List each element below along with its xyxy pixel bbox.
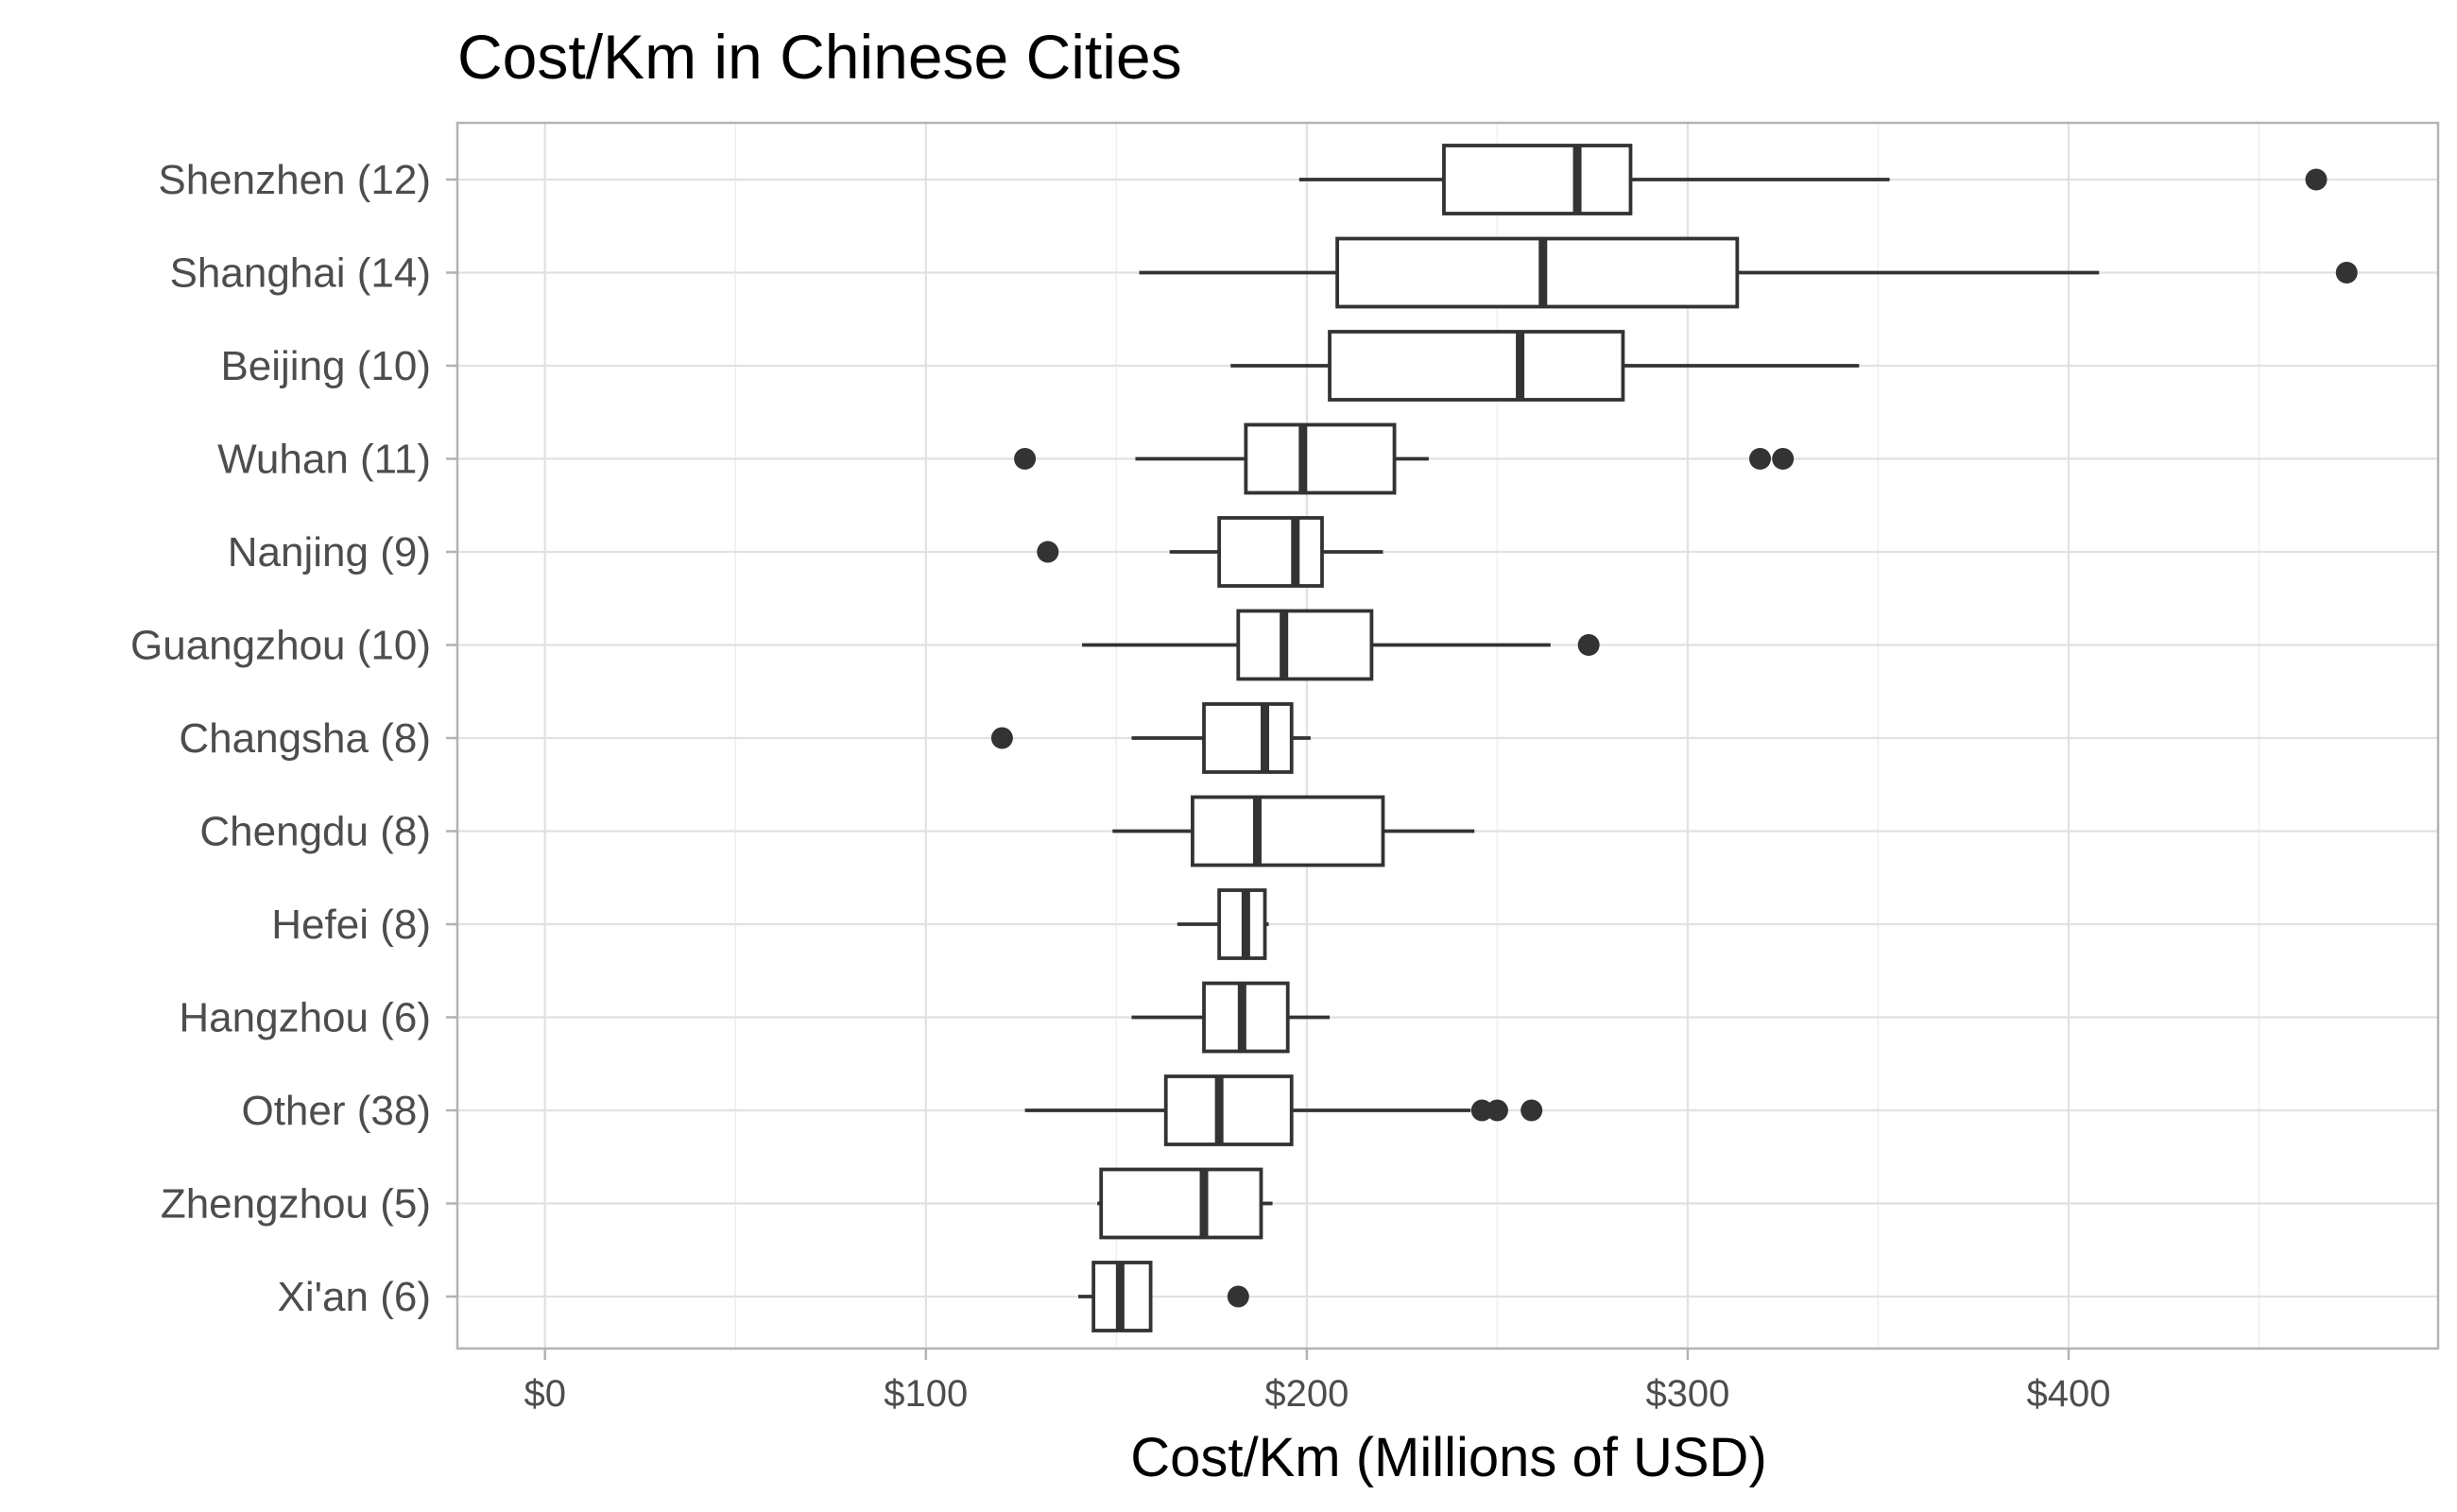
x-axis-label: Cost/Km (Millions of USD) [1130,1427,1767,1488]
box-12 [1097,1167,1273,1240]
x-tick-label: $300 [1645,1373,1729,1415]
y-tick-label: Chengdu (8) [199,809,431,855]
outlier-point [1470,1099,1493,1122]
y-tick-label: Beijing (10) [220,343,431,389]
iqr-box [1191,795,1385,868]
box-7 [990,702,1311,774]
y-tick-label: Hefei (8) [271,902,431,948]
box-1 [1298,144,2328,215]
box-2 [1139,236,2358,309]
box-8 [1112,795,1475,868]
iqr-box [1328,330,1625,402]
axes: Shenzhen (12) Shanghai (14) Beijing (10) Wu… [130,157,2111,1415]
box-3 [1230,330,1860,402]
iqr-box [1099,1167,1263,1240]
iqr-box [1217,516,1324,588]
x-tick-label: $0 [524,1373,566,1415]
y-tick-label: Guangzhou (10) [130,623,431,669]
box-9 [1177,888,1269,960]
iqr-box [1335,236,1740,309]
outlier-point [1521,1099,1543,1122]
iqr-box [1244,422,1397,495]
outlier-point [2335,262,2358,284]
panel-border [455,121,2440,1350]
x-tick-label: $200 [1264,1373,1349,1415]
outlier-point [1227,1285,1249,1308]
chart-title: Cost/Km in Chinese Cities [457,22,1182,92]
y-tick-label: Changsha (8) [179,715,431,762]
box-10 [1131,981,1331,1054]
y-tick-label: Wuhan (11) [217,437,431,483]
iqr-box [1163,1074,1294,1146]
outlier-point [1577,634,1600,656]
outlier-point [1772,448,1795,470]
y-tick-label: Shanghai (14) [170,250,431,297]
y-tick-label: Hangzhou (6) [179,995,431,1041]
outlier-point [990,727,1013,749]
outlier-point [1037,541,1059,563]
y-tick-label: Other (38) [241,1088,431,1134]
box-5 [1037,516,1383,588]
outlier-point [2305,168,2328,191]
box-plots [990,144,2358,1332]
outlier-point [1749,448,1772,470]
iqr-box [1202,702,1294,774]
x-tick-label: $400 [2027,1373,2111,1415]
y-tick-label: Nanjing (9) [228,529,431,576]
x-tick-label: $100 [884,1373,968,1415]
outlier-point [1014,448,1037,470]
y-tick-label: Xi'an (6) [278,1274,431,1320]
box-13 [1078,1261,1249,1332]
y-tick-label: Shenzhen (12) [158,157,431,203]
iqr-box [1236,609,1374,681]
box-4 [1014,422,1795,495]
y-tick-label: Zhengzhou (5) [161,1181,431,1228]
iqr-box [1442,144,1633,215]
box-6 [1082,609,1600,681]
box-11 [1024,1074,1543,1146]
outlier-point [1486,1099,1508,1122]
